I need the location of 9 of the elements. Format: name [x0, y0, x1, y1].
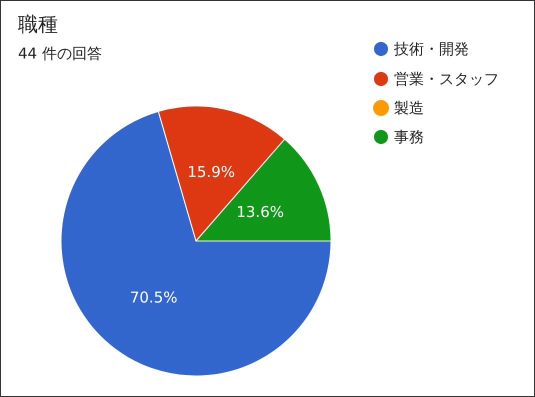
data-label: 15.9% [187, 163, 235, 182]
legend-label: 製造 [394, 99, 424, 117]
legend-label: 営業・スタッフ [394, 70, 499, 88]
data-label: 70.5% [130, 288, 178, 306]
legend-label: 事務 [394, 128, 424, 146]
chart-subtitle: 44 件の回答 [18, 44, 102, 62]
chart-title: 職種 [18, 12, 58, 36]
data-label: 13.6% [236, 202, 284, 221]
legend-label: 技術・開発 [393, 40, 469, 58]
